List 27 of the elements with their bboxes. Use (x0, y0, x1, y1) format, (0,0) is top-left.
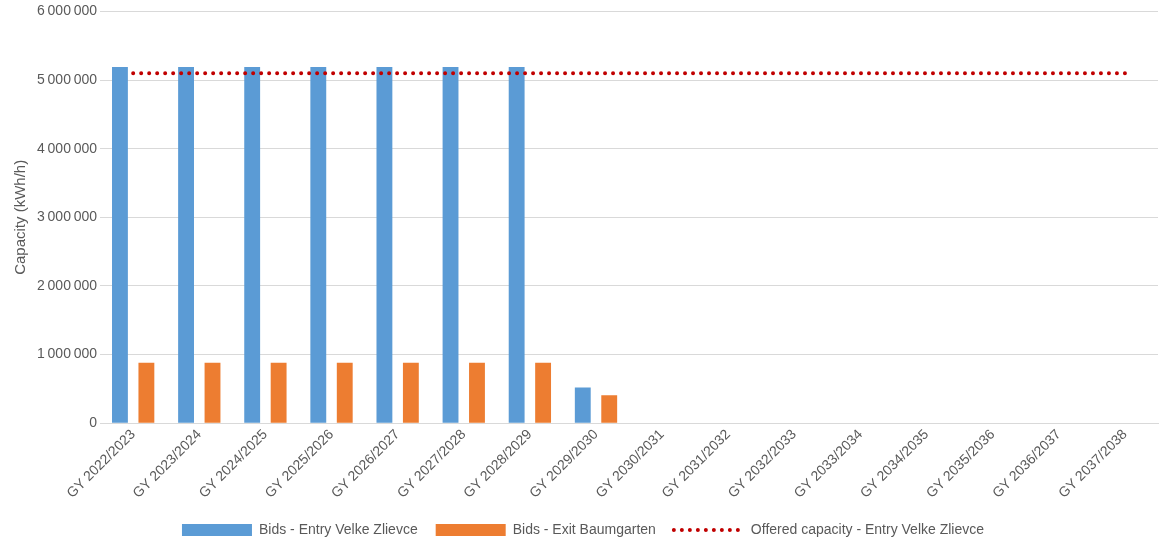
bar (376, 67, 393, 423)
bar (336, 362, 353, 423)
y-tick-label: 2 000 000 (37, 276, 98, 293)
bar (112, 67, 128, 423)
y-tick-label: 3 000 000 (37, 208, 98, 225)
bar (204, 362, 221, 423)
bar (469, 362, 485, 423)
legend-label: Bids - Exit Baumgarten (512, 520, 656, 537)
bar (310, 67, 327, 423)
y-axis-title: Capacity (kWh/h) (11, 159, 29, 275)
bar (574, 387, 591, 423)
bar (442, 67, 459, 423)
bar (178, 67, 194, 423)
y-tick-label: 0 (89, 414, 98, 431)
bar (601, 395, 618, 423)
bar (270, 362, 287, 423)
bar (535, 362, 552, 423)
legend-label: Bids - Entry Velke Zlievce (258, 520, 418, 537)
y-tick-label: 1 000 000 (37, 345, 98, 362)
bar (508, 67, 525, 423)
bar (244, 67, 261, 423)
legend-label: Offered capacity - Entry Velke Zlievce (750, 520, 985, 537)
y-tick-label: 6 000 000 (37, 2, 98, 19)
y-tick-label: 5 000 000 (37, 70, 98, 87)
bar (138, 362, 155, 423)
y-tick-label: 4 000 000 (37, 139, 98, 156)
bar (402, 362, 419, 423)
